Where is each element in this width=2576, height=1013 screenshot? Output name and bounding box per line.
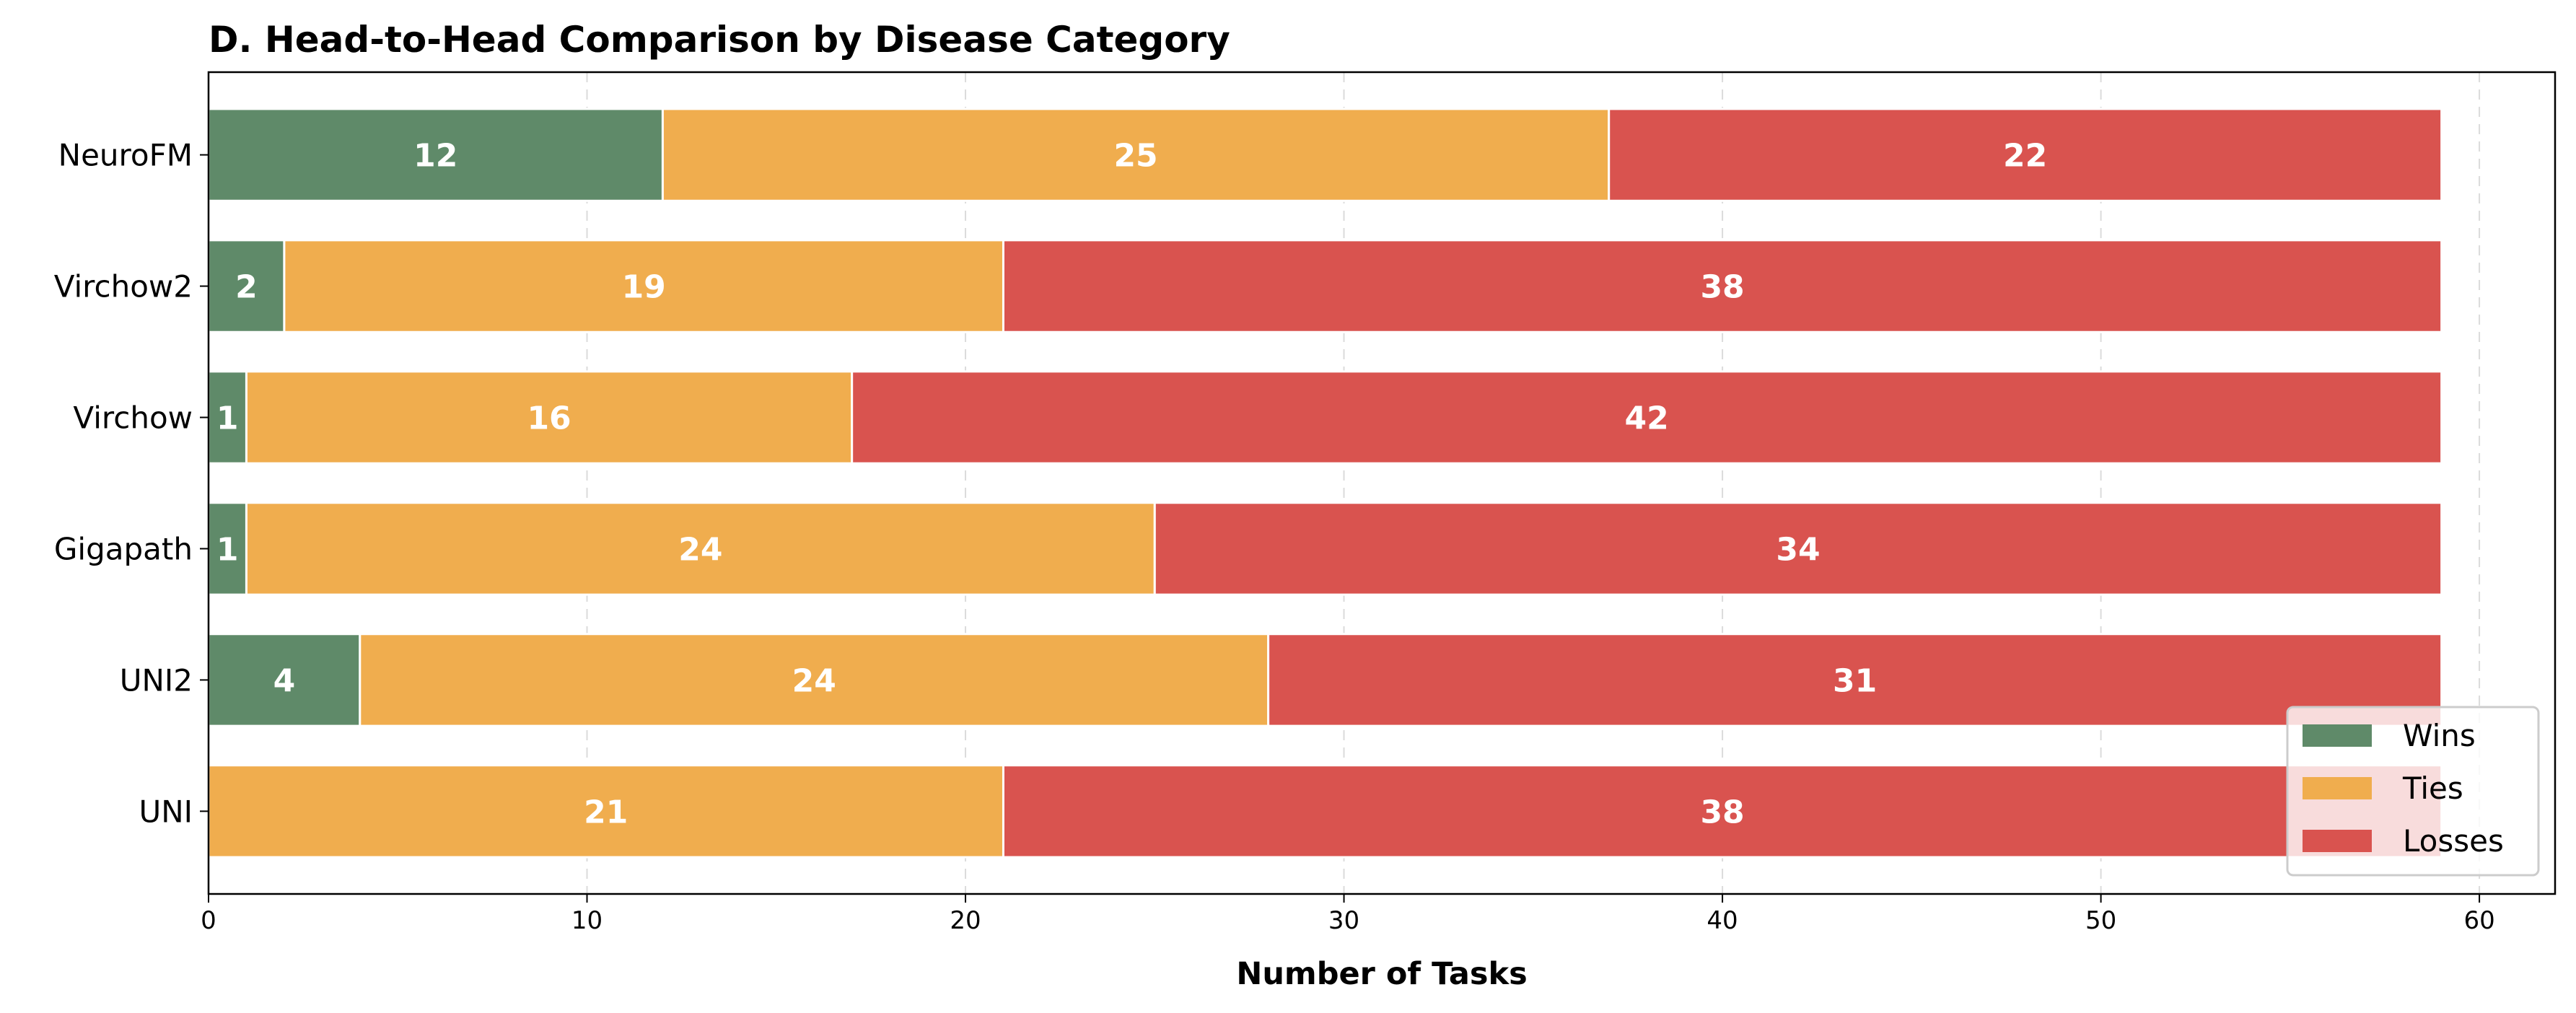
bars [207,108,2443,859]
y-axis-ticks: NeuroFM Virchow2 Virchow Gigapath UNI2 UNI [54,138,209,829]
bar-value-label: 38 [1700,269,1744,306]
bar-ties [207,764,1004,859]
bar-ties [245,370,854,465]
bar-value-label: 16 [527,400,571,437]
x-tick-label: 50 [2085,906,2116,935]
x-axis-label: Number of Tasks [1236,956,1527,992]
bar-losses [1267,633,2443,727]
y-tick-label: NeuroFM [58,138,193,173]
x-tick-label: 60 [2463,906,2494,935]
x-tick-label: 0 [201,906,216,935]
bar-value-label: 34 [1776,531,1820,568]
x-tick-label: 10 [571,906,603,935]
bar-value-label: 2 [235,269,258,306]
y-tick-label: UNI2 [120,662,193,698]
bar-value-label: 1 [216,531,239,568]
bar-value-label: 21 [584,794,628,830]
bar-value-label: 31 [1833,662,1877,699]
legend-swatch-losses [2303,830,2372,852]
y-tick-label: Virchow2 [54,269,193,304]
bar-value-label: 1 [216,400,239,437]
legend-label: Losses [2403,823,2504,859]
bar-ties [283,239,1004,333]
plot-frame [207,71,2557,895]
bar-losses [851,370,2443,465]
chart-title: D. Head-to-Head Comparison by Disease Ca… [209,19,1230,61]
y-tick-label: UNI [139,794,193,829]
bar-ties [359,633,1270,727]
y-tick-label: Virchow [73,400,193,436]
bar-value-label: 24 [792,662,836,699]
bar-wins [207,239,286,333]
bar-value-label: 22 [2003,138,2047,175]
x-tick-label: 20 [950,906,981,935]
y-tick-label: Gigapath [54,531,193,566]
bar-wins [207,370,247,465]
bar-value-label: 24 [678,531,722,568]
bar-value-label: 19 [622,269,666,306]
legend-swatch-wins [2303,724,2372,747]
legend-label: Wins [2403,718,2476,753]
bar-value-label: 4 [273,662,296,699]
x-tick-label: 30 [1328,906,1359,935]
bar-losses [1608,108,2443,202]
bar-value-label: 38 [1700,794,1744,830]
bar-losses [1002,764,2443,859]
bar-losses [1153,501,2443,596]
bar-value-label: 12 [413,138,457,175]
bar-value-label: 42 [1625,400,1669,437]
x-axis-ticks: 0 10 20 30 40 50 60 [201,894,2495,935]
bar-ties [245,501,1156,596]
bar-losses [1002,239,2443,333]
legend: Wins Ties Losses [2286,706,2540,877]
x-tick-label: 40 [1707,906,1738,935]
bar-value-label: 25 [1113,138,1157,175]
legend-label: Ties [2402,771,2463,806]
legend-swatch-ties [2303,777,2372,799]
